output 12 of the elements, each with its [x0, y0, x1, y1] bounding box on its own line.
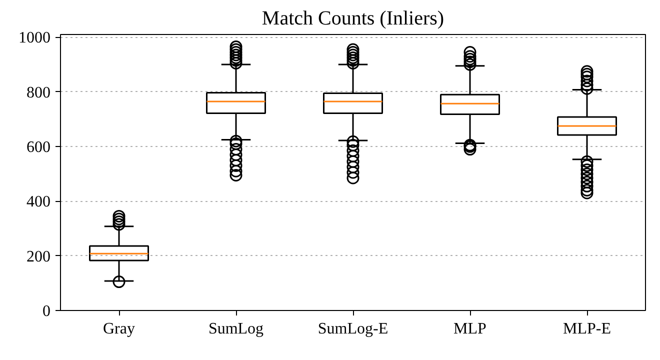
y-tick-label: 1000 [18, 30, 50, 47]
y-tick-label: 400 [26, 194, 50, 211]
y-tick-label: 0 [42, 303, 50, 320]
y-tick-label: 800 [26, 84, 50, 102]
x-tick-label: MLP-E [563, 320, 611, 338]
x-tick-label: MLP [454, 320, 487, 338]
x-tick-label: Gray [103, 320, 135, 338]
x-tick-label: SumLog [208, 320, 264, 338]
y-tick-label: 200 [26, 248, 50, 266]
y-tick-label: 600 [26, 139, 50, 156]
chart-title: Match Counts (Inliers) [262, 8, 444, 30]
x-tick-label: SumLog-E [318, 320, 388, 338]
